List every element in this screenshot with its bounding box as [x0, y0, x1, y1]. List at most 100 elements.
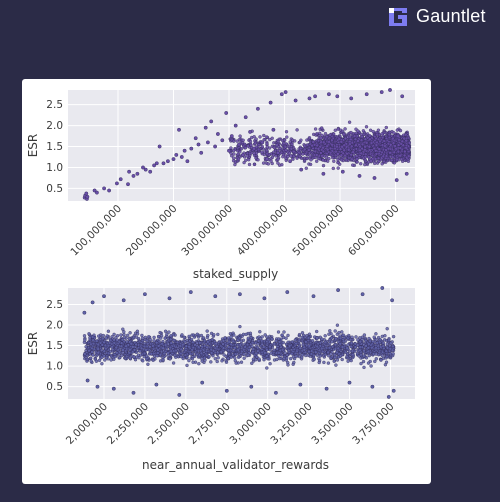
scatter-point: [306, 336, 311, 340]
scatter-point: [268, 362, 272, 366]
scatter-point: [238, 343, 243, 347]
scatter-point: [363, 155, 368, 159]
scatter-point: [374, 152, 379, 156]
y-tick-label: 1.5: [46, 141, 63, 153]
scatter-point: [311, 294, 316, 299]
scatter-point: [232, 152, 236, 156]
x-tick-label: 3,250,000: [268, 401, 314, 447]
scatter-point: [374, 149, 378, 153]
scatter-point: [307, 96, 312, 101]
scatter-point: [358, 336, 362, 340]
scatter-point: [118, 177, 123, 182]
scatter-point: [240, 153, 245, 157]
scatter-point: [256, 158, 260, 162]
scatter-point: [127, 336, 131, 341]
scatter-point: [243, 345, 247, 349]
scatter-point: [385, 354, 389, 359]
scatter-point: [91, 341, 96, 346]
scatter-point: [293, 98, 298, 103]
scatter-point: [215, 132, 220, 136]
scatter-point: [270, 161, 274, 166]
scatter-point: [295, 349, 299, 353]
scatter-point: [343, 136, 348, 141]
chart-card: 0.5 1.0 1.5 2.0 2.5 100,000,000 200,000,000 30…: [22, 79, 431, 484]
scatter-point: [97, 334, 101, 338]
scatter-point: [318, 131, 322, 135]
scatter-point: [305, 333, 309, 338]
scatter-point: [211, 349, 216, 353]
data-points: [82, 286, 396, 399]
scatter-point: [278, 343, 282, 347]
scatter-point: [227, 340, 231, 344]
scatter-point: [265, 348, 269, 352]
data-points: [82, 88, 409, 201]
scatter-point: [404, 171, 409, 176]
scatter-point: [315, 353, 320, 357]
x-axis-label: near_annual_validator_rewards: [142, 458, 329, 472]
scatter-point: [104, 336, 108, 340]
scatter-point: [197, 362, 201, 366]
scatter-point: [376, 156, 381, 160]
scatter-point: [404, 133, 408, 137]
scatter-point: [377, 159, 381, 164]
scatter-point: [303, 147, 307, 152]
scatter-point: [371, 352, 376, 356]
scatter-point: [232, 333, 236, 337]
scatter-point: [212, 333, 216, 337]
scatter-point: [100, 362, 104, 366]
scatter-point: [366, 155, 371, 159]
scatter-point: [315, 159, 319, 163]
scatter-point: [281, 152, 286, 157]
scatter-point: [131, 174, 136, 178]
scatter-point: [333, 153, 338, 158]
scatter-point: [325, 134, 329, 139]
scatter-point: [316, 147, 321, 151]
scatter-point: [146, 362, 150, 366]
scatter-point: [396, 143, 401, 147]
scatter-point: [374, 332, 378, 336]
y-tick-label: 0.5: [46, 183, 63, 195]
x-axis-label: staked_supply: [193, 267, 278, 281]
scatter-point: [242, 160, 246, 165]
scatter-point: [113, 354, 117, 359]
scatter-point: [350, 157, 354, 161]
scatter-point: [379, 358, 383, 362]
scatter-point: [340, 129, 345, 133]
scatter-point: [286, 360, 290, 365]
scatter-point: [163, 336, 167, 340]
scatter-point: [158, 330, 162, 335]
scatter-point: [298, 382, 303, 387]
scatter-point: [209, 119, 214, 124]
scatter-point: [195, 332, 199, 336]
scatter-point: [160, 342, 164, 346]
scatter-point: [364, 125, 369, 129]
scatter-point: [102, 294, 106, 299]
scatter-point: [377, 350, 382, 355]
scatter-point: [260, 339, 264, 343]
scatter-point: [268, 348, 272, 352]
scatter-point: [328, 146, 333, 151]
scatter-point: [213, 357, 217, 361]
scatter-point: [339, 140, 343, 144]
scatter-point: [125, 354, 129, 359]
scatter-point: [152, 339, 156, 343]
scatter-point: [298, 154, 302, 159]
scatter-point: [187, 358, 191, 363]
scatter-point: [148, 345, 152, 349]
x-tick-label: 2,250,000: [105, 401, 151, 447]
scatter-point: [313, 127, 318, 131]
scatter-point: [393, 144, 397, 148]
scatter-point: [373, 359, 377, 364]
scatter-point: [366, 346, 370, 350]
scatter-point: [135, 332, 140, 336]
scatter-point: [216, 332, 220, 337]
scatter-point: [205, 329, 209, 333]
scatter-point: [364, 338, 368, 343]
scatter-point: [338, 342, 342, 346]
scatter-point: [336, 152, 340, 156]
scatter-point: [385, 327, 389, 331]
scatter-point: [271, 153, 276, 157]
scatter-point: [167, 330, 171, 334]
scatter-point: [210, 338, 215, 342]
scatter-point: [90, 300, 95, 305]
